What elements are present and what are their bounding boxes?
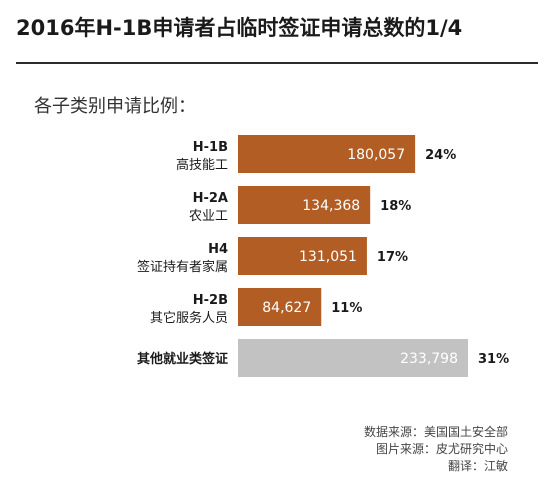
- translator-credit: 翻译：江敏: [447, 459, 508, 473]
- chart-title: 2016年H-1B申请者占临时签证申请总数的1/4: [16, 16, 463, 40]
- percent-label: 11%: [331, 301, 362, 316]
- category-code-label: H4: [208, 242, 228, 257]
- credits: 数据来源：美国国土安全部 图片来源：皮尤研究中心 翻译：江敏: [364, 424, 508, 475]
- data-value-label: 233,798: [400, 351, 458, 367]
- category-code-label: H-1B: [193, 140, 228, 155]
- bar: [238, 288, 322, 326]
- category-name-label: 农业工: [189, 209, 228, 224]
- data-value-label: 84,627: [262, 300, 311, 316]
- category-name-label: 高技能工: [176, 157, 228, 173]
- category-name-label: 签证持有者家属: [137, 259, 228, 275]
- percent-label: 24%: [425, 148, 456, 163]
- category-name-label: 其他就业类签证: [137, 351, 228, 367]
- bar: [238, 135, 416, 173]
- bar: [238, 339, 468, 377]
- category-name-label: 其它服务人员: [150, 310, 228, 326]
- data-source-credit: 数据来源：美国国土安全部: [363, 425, 508, 439]
- percent-label: 18%: [380, 199, 411, 214]
- bar: [238, 237, 367, 275]
- data-value-label: 134,368: [302, 198, 360, 214]
- title-divider: [16, 62, 538, 64]
- category-code-label: H-2A: [193, 191, 228, 206]
- category-code-label: H-2B: [193, 293, 228, 308]
- bar-chart: H-1B 高技能工 180,057 24% H-2A 农业工 134,368 18% H4 签证持…: [137, 135, 509, 377]
- data-value-label: 131,051: [299, 249, 357, 265]
- percent-label: 31%: [478, 352, 509, 367]
- chart-subtitle: 各子类别申请比例：: [34, 96, 196, 117]
- bar: [238, 186, 371, 224]
- percent-label: 17%: [377, 250, 408, 265]
- image-source-credit: 图片来源：皮尤研究中心: [375, 442, 508, 456]
- data-value-label: 180,057: [347, 147, 405, 163]
